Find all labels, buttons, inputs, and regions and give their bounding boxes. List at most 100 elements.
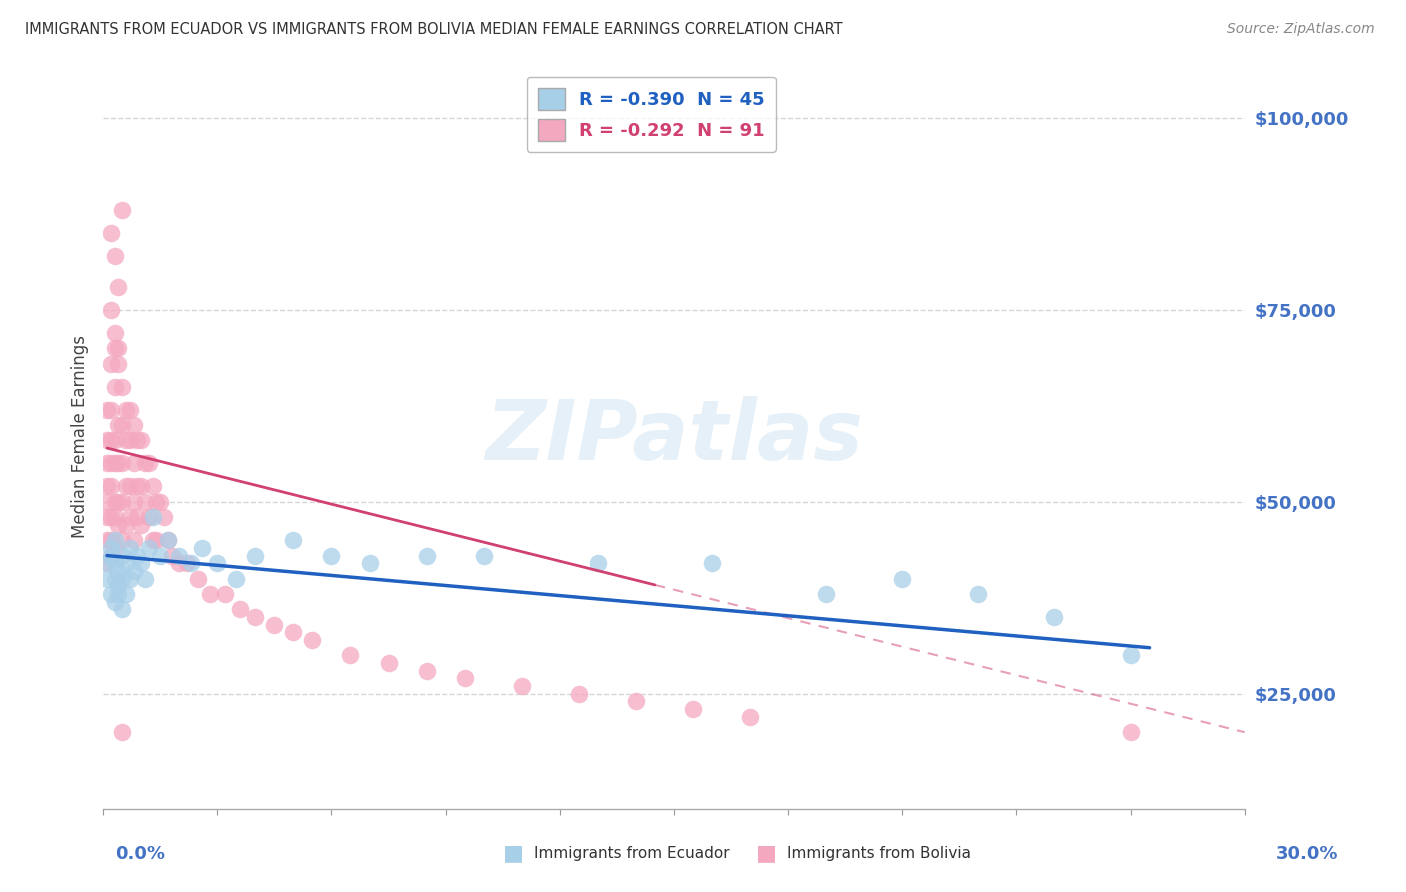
Point: [624, 694, 647, 708]
Point: [100, 549, 122, 563]
Point: [111, 549, 134, 563]
Point: [122, 564, 145, 578]
Point: [129, 556, 152, 570]
Point: [142, 510, 165, 524]
Point: [138, 541, 160, 555]
Point: [176, 556, 198, 570]
Point: [103, 457, 125, 471]
Point: [100, 479, 122, 493]
Point: [107, 517, 129, 532]
Point: [100, 587, 122, 601]
Point: [127, 549, 149, 563]
Text: ■: ■: [503, 844, 523, 863]
Point: [100, 541, 122, 555]
Legend: R = -0.390  N = 45, R = -0.292  N = 91: R = -0.390 N = 45, R = -0.292 N = 91: [527, 77, 776, 152]
Point: [100, 434, 122, 448]
Point: [103, 594, 125, 608]
Point: [191, 541, 214, 555]
Point: [207, 556, 229, 570]
Point: [96, 572, 118, 586]
Point: [96, 533, 118, 548]
Point: [321, 549, 343, 563]
Text: 30.0%: 30.0%: [1277, 845, 1339, 863]
Point: [453, 672, 475, 686]
Point: [682, 702, 704, 716]
Point: [134, 572, 156, 586]
Point: [198, 587, 221, 601]
Point: [115, 402, 138, 417]
Point: [107, 357, 129, 371]
Point: [377, 656, 399, 670]
Point: [103, 533, 125, 548]
Point: [149, 549, 172, 563]
Point: [187, 572, 209, 586]
Point: [96, 495, 118, 509]
Point: [103, 495, 125, 509]
Point: [138, 457, 160, 471]
Point: [103, 556, 125, 570]
Point: [100, 357, 122, 371]
Point: [1119, 648, 1142, 663]
Text: IMMIGRANTS FROM ECUADOR VS IMMIGRANTS FROM BOLIVIA MEDIAN FEMALE EARNINGS CORREL: IMMIGRANTS FROM ECUADOR VS IMMIGRANTS FR…: [25, 22, 844, 37]
Point: [115, 434, 138, 448]
Text: Source: ZipAtlas.com: Source: ZipAtlas.com: [1227, 22, 1375, 37]
Point: [142, 479, 165, 493]
Point: [145, 495, 167, 509]
Point: [96, 402, 118, 417]
Text: ZIPatlas: ZIPatlas: [485, 396, 863, 477]
Point: [96, 556, 118, 570]
Point: [245, 549, 267, 563]
Point: [100, 402, 122, 417]
Point: [100, 457, 122, 471]
Point: [100, 533, 122, 548]
Text: ■: ■: [756, 844, 776, 863]
Point: [107, 457, 129, 471]
Point: [156, 533, 179, 548]
Point: [160, 549, 183, 563]
Point: [301, 633, 323, 648]
Point: [263, 617, 285, 632]
Point: [103, 434, 125, 448]
Point: [891, 572, 914, 586]
Point: [96, 510, 118, 524]
Point: [167, 549, 190, 563]
Point: [96, 479, 118, 493]
Point: [472, 549, 495, 563]
Point: [107, 564, 129, 578]
Point: [134, 457, 156, 471]
Point: [127, 479, 149, 493]
Point: [107, 279, 129, 293]
Point: [225, 572, 247, 586]
Point: [103, 249, 125, 263]
Point: [100, 510, 122, 524]
Point: [107, 341, 129, 355]
Point: [111, 572, 134, 586]
Point: [510, 679, 533, 693]
Point: [167, 556, 190, 570]
Point: [122, 457, 145, 471]
Point: [107, 417, 129, 432]
Point: [118, 402, 141, 417]
Point: [586, 556, 609, 570]
Point: [118, 479, 141, 493]
Point: [129, 517, 152, 532]
Point: [142, 533, 165, 548]
Point: [103, 572, 125, 586]
Point: [115, 479, 138, 493]
Point: [111, 533, 134, 548]
Point: [153, 510, 176, 524]
Point: [111, 417, 134, 432]
Point: [700, 556, 723, 570]
Point: [100, 549, 122, 563]
Point: [111, 457, 134, 471]
Point: [122, 417, 145, 432]
Point: [129, 479, 152, 493]
Point: [118, 510, 141, 524]
Point: [129, 434, 152, 448]
Point: [138, 510, 160, 524]
Point: [145, 533, 167, 548]
Point: [107, 587, 129, 601]
Point: [283, 625, 305, 640]
Text: Immigrants from Ecuador: Immigrants from Ecuador: [534, 847, 730, 861]
Point: [100, 302, 122, 317]
